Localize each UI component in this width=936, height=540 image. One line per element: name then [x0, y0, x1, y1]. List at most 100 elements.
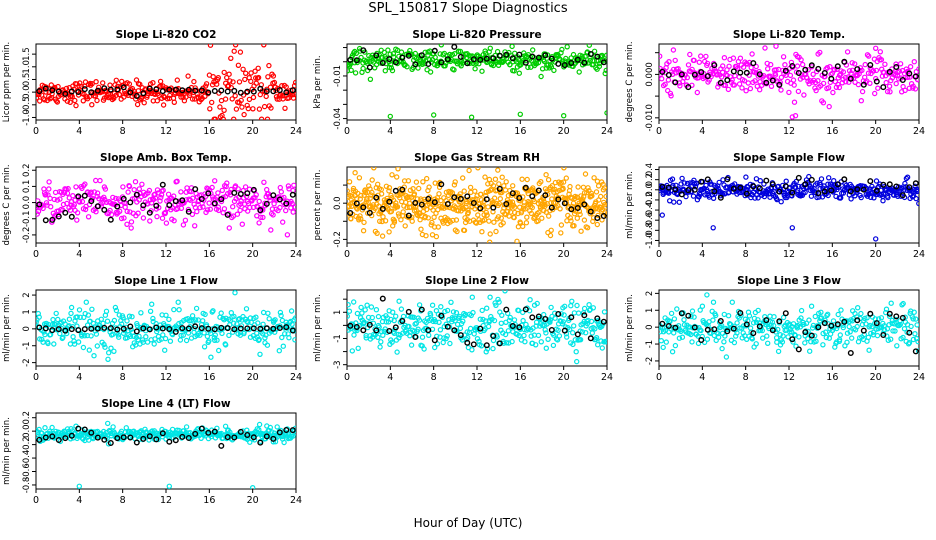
data-point [218, 310, 224, 316]
data-point [567, 215, 574, 221]
data-point-black [412, 199, 419, 206]
data-point [836, 84, 843, 91]
data-point [450, 217, 456, 224]
data-point-black [211, 87, 218, 94]
data-point [825, 192, 831, 199]
data-point [494, 48, 501, 55]
data-point-black [477, 325, 484, 332]
data-point [200, 204, 206, 210]
data-point [235, 62, 242, 69]
data-point-black [276, 87, 283, 94]
y-tick-label: -1 [22, 341, 32, 349]
data-point [663, 339, 670, 345]
y-tick-label: 0.000 [645, 62, 655, 86]
data-point [124, 221, 130, 227]
data-point [390, 309, 396, 315]
data-point [110, 424, 116, 430]
data-point-black [828, 75, 835, 82]
data-point [478, 191, 484, 197]
data-point [69, 93, 75, 100]
data-point [822, 317, 828, 323]
data-point-black [561, 200, 568, 207]
data-point [552, 315, 558, 321]
data-point [538, 178, 544, 185]
data-point-black [127, 323, 134, 330]
data-point-outlier [792, 112, 799, 119]
data-point [60, 334, 66, 340]
data-point [221, 107, 227, 114]
data-point-black [289, 427, 296, 434]
y-tick-label: 0.2 [22, 163, 32, 177]
data-point-black [516, 51, 523, 58]
data-point [79, 333, 85, 339]
data-point-black [834, 181, 841, 188]
x-tick-label: 20 [870, 372, 882, 383]
x-tick-label: 12 [471, 249, 483, 260]
x-tick-label: 12 [160, 372, 172, 383]
y-axis-label: percent per min. [313, 170, 323, 241]
data-point-black [834, 63, 841, 70]
data-point [74, 217, 80, 223]
data-point [49, 91, 55, 97]
data-point [470, 309, 476, 316]
data-point-black [179, 197, 186, 204]
data-point [594, 221, 601, 228]
data-point-black [691, 186, 698, 193]
data-point [699, 303, 706, 309]
data-point [571, 323, 577, 329]
data-point [802, 189, 808, 196]
data-point [120, 315, 126, 321]
data-point [835, 311, 841, 318]
data-point [208, 99, 215, 106]
data-point [528, 333, 534, 339]
data-point [583, 330, 589, 336]
data-point [369, 314, 375, 321]
data-point-black [743, 69, 750, 76]
data-point [388, 208, 395, 215]
data-point-black [88, 325, 95, 332]
data-point-black [36, 436, 43, 443]
data-point [100, 320, 106, 327]
y-tick-label: 1.0 [22, 60, 32, 74]
data-point [347, 203, 352, 209]
data-point [165, 191, 172, 197]
data-point [503, 340, 510, 346]
y-tick-label: -0.8 [22, 477, 32, 494]
data-point [351, 299, 357, 305]
data-point-black [789, 189, 796, 196]
data-point-black [425, 61, 432, 68]
data-point [808, 193, 815, 199]
data-point [244, 102, 250, 109]
data-point-black [886, 181, 893, 188]
data-point-black [36, 201, 43, 208]
data-point [691, 57, 697, 64]
data-point [402, 223, 408, 229]
data-point [719, 345, 725, 352]
data-point-black [899, 314, 906, 321]
data-point [376, 324, 382, 330]
data-point-black [127, 89, 134, 96]
data-point [53, 98, 60, 104]
data-point-black [431, 199, 438, 206]
y-tick-label: 0.2 [22, 411, 32, 425]
data-point-black [270, 435, 277, 442]
data-point-outlier [789, 225, 796, 231]
y-tick-label: 2 [645, 291, 655, 296]
data-point [759, 327, 766, 334]
data-point [659, 338, 664, 344]
data-point-outlier [468, 114, 475, 120]
data-point-black [704, 326, 711, 333]
data-point-black [503, 200, 510, 207]
data-point [740, 64, 747, 70]
panel-title: Slope Amb. Box Temp. [100, 152, 232, 164]
data-point [538, 73, 544, 80]
data-point [447, 51, 453, 58]
data-point-black [101, 324, 108, 331]
data-point [255, 65, 261, 72]
data-point [429, 219, 435, 226]
data-point [552, 179, 559, 186]
data-point [260, 207, 266, 213]
data-point [767, 73, 773, 79]
data-point [721, 55, 728, 61]
